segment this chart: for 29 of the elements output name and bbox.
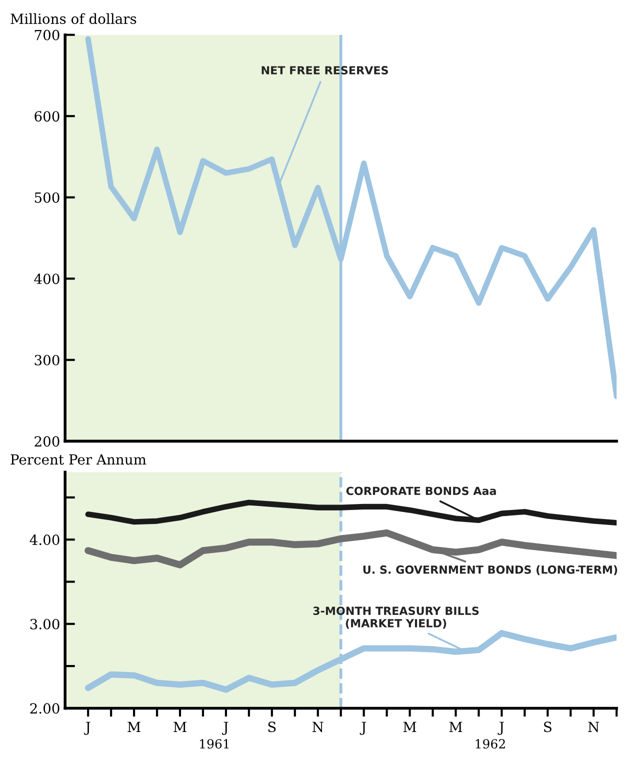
x-tick-label: N	[588, 722, 600, 732]
x-tick-label: S	[268, 722, 276, 732]
x-tick-label: N	[312, 722, 324, 732]
y-tick-label: 2.00	[30, 703, 60, 714]
x-tick-label: M	[174, 722, 186, 732]
x-tick-label: J	[222, 722, 228, 735]
text: NET FREE RESERVES	[262, 66, 388, 74]
y-tick-label: 700	[34, 30, 60, 40]
y-tick-label: 3.00	[30, 618, 60, 630]
series-label: CORPORATE BONDS Aaa	[346, 486, 496, 496]
x-tick-label: M	[128, 722, 140, 732]
y-tick-label: 200	[34, 436, 60, 447]
text: 1962	[476, 739, 505, 749]
x-tick-label: M	[403, 722, 416, 732]
x-tick-label: S	[544, 722, 552, 732]
y-tick-label: 300	[34, 354, 60, 366]
series-label: U. S. GOVERNMENT BONDS (LONG-TERM)	[363, 565, 618, 576]
x-tick-label: J	[84, 722, 90, 735]
y-tick-label: 400	[34, 274, 60, 284]
y-axis-title: Percent Per Annum	[10, 454, 146, 465]
y-tick-label: 600	[34, 111, 60, 122]
y-tick-label: 4.00	[30, 534, 60, 546]
series-label: 3-MONTH TREASURY BILLS (MARKET YIELD)	[313, 606, 479, 629]
x-tick-label: J	[498, 722, 504, 735]
x-tick-label: J	[360, 722, 366, 735]
text: 1961	[200, 739, 229, 749]
y-axis-title: Millions of dollars	[10, 13, 136, 24]
y-tick-label: 500	[34, 192, 60, 203]
x-tick-label: M	[449, 722, 462, 732]
